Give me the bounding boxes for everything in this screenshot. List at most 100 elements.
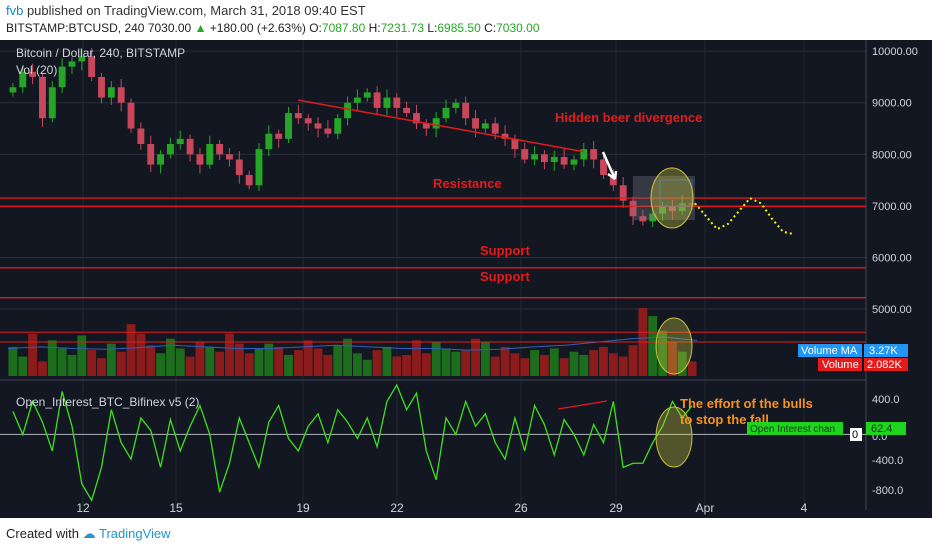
candle-body xyxy=(107,87,115,98)
volume-bar xyxy=(618,356,628,376)
price-tick-label: 5000.00 xyxy=(872,304,912,316)
candle-body xyxy=(531,154,539,160)
candle-body xyxy=(255,149,263,186)
volume-bar xyxy=(520,358,530,376)
last-price: 7030.00 xyxy=(147,21,192,35)
time-tick-label: 19 xyxy=(296,501,310,515)
candle-body xyxy=(472,118,479,129)
volume-bar xyxy=(87,350,97,376)
volume-bar xyxy=(540,354,549,376)
volume-bar xyxy=(343,338,353,376)
candle-body xyxy=(48,87,56,119)
hidden-divergence-label: Hidden beer divergence xyxy=(555,110,702,125)
range-rect xyxy=(659,179,693,207)
candle-body xyxy=(176,138,184,144)
candle-body xyxy=(29,71,37,77)
volume-value-bg xyxy=(864,358,908,371)
levels xyxy=(0,99,866,410)
candle-body xyxy=(678,203,686,212)
chart-area[interactable]: 10000.00 9000.00 8000.00 7000.00 6000.00 5000… xyxy=(0,40,932,518)
candle-body xyxy=(117,87,125,103)
volume-bar xyxy=(38,361,47,376)
arrow-down-icon xyxy=(601,151,618,181)
volume-bar xyxy=(559,358,569,376)
high-label: H: xyxy=(368,21,381,35)
volume-bar xyxy=(126,324,136,376)
tradingview-logo-icon[interactable]: ☁ xyxy=(82,526,96,541)
zero-badge-bg xyxy=(850,428,862,441)
volume-ma-line xyxy=(7,336,698,351)
volume-bar xyxy=(264,343,274,376)
candle-body xyxy=(659,205,666,214)
open-label: O: xyxy=(309,21,322,35)
volume-pane-label: Vol (20) xyxy=(16,63,57,77)
volume-bar xyxy=(333,345,343,376)
volume-bar xyxy=(156,353,165,376)
volume-bar xyxy=(530,350,540,376)
created-with-label: Created with xyxy=(6,526,79,541)
volume-bar xyxy=(421,353,431,376)
candle-body xyxy=(127,102,135,129)
price-tick-label: 9000.00 xyxy=(872,98,912,110)
candle-body xyxy=(334,118,342,134)
volume-bar xyxy=(97,358,106,376)
volume-ma-value-bg xyxy=(864,344,908,357)
chart-canvas[interactable]: 10000.00 9000.00 8000.00 7000.00 6000.00 5000… xyxy=(0,40,932,518)
candle-body xyxy=(668,205,676,212)
grid xyxy=(0,40,867,510)
volume-bar xyxy=(599,346,608,376)
candle-body xyxy=(245,174,253,186)
hidden-divergence-line xyxy=(298,99,584,153)
price-change: +180.00 (+2.63%) xyxy=(209,21,306,35)
volume-bar xyxy=(510,353,520,376)
ohlc-header: BITSTAMP:BTCUSD, 240 7030.00 ▲ +180.00 (… xyxy=(6,21,540,35)
zero-badge-value: 0 xyxy=(852,429,858,441)
forecast-path xyxy=(694,196,795,236)
candle-body xyxy=(304,118,312,124)
price-tick-label: 10000.00 xyxy=(872,46,918,58)
candle-body xyxy=(226,154,233,160)
candle-body xyxy=(353,97,361,103)
volume-bar xyxy=(47,340,57,376)
candle-body xyxy=(137,128,145,144)
volume-bar xyxy=(382,346,392,376)
candle-body xyxy=(314,123,322,129)
author-link[interactable]: fvb xyxy=(6,3,24,18)
publish-header: fvb published on TradingView.com, March … xyxy=(6,3,366,18)
volume-bar xyxy=(579,354,589,376)
highlight-ellipse-volume xyxy=(655,317,693,375)
oi-tick-label: -400.0 xyxy=(872,455,903,467)
volume-bar xyxy=(8,346,18,376)
price-tick-label: 8000.00 xyxy=(872,149,912,161)
candle-body xyxy=(422,123,430,129)
tradingview-brand[interactable]: TradingView xyxy=(99,526,171,541)
volume-bar xyxy=(225,333,234,376)
volume-bar xyxy=(402,354,412,376)
candle-body xyxy=(186,138,194,155)
volume-value: 2.082K xyxy=(867,359,903,371)
volume-bar xyxy=(293,350,303,376)
candle-body xyxy=(550,156,558,163)
time-tick-label: 29 xyxy=(609,501,623,515)
time-tick-label: 12 xyxy=(76,501,90,515)
bulls-annotation-line2: to stop the fall xyxy=(680,412,769,427)
pane-title: Bitcoin / Dollar, 240, BITSTAMP xyxy=(16,46,185,60)
bulls-annotation-line1: The effort of the bulls xyxy=(680,396,813,411)
oi-divergence-line xyxy=(557,400,608,410)
close-value: 7030.00 xyxy=(496,21,540,35)
volume-badge: Volume 2.082K xyxy=(818,358,908,371)
volume-bar xyxy=(451,351,461,376)
volume-bar xyxy=(165,338,175,376)
volume-bar xyxy=(205,346,215,376)
volume-bar xyxy=(362,359,372,376)
volume-bar xyxy=(500,346,510,376)
candle-body xyxy=(540,154,548,163)
candle-body xyxy=(19,71,27,88)
candle-body xyxy=(639,216,647,222)
candle-body xyxy=(432,118,440,129)
volume-bar xyxy=(28,333,38,376)
candle-body xyxy=(373,92,381,108)
volume-ma-label: Volume MA xyxy=(801,345,858,357)
consolidation-box xyxy=(633,176,695,220)
candle-body xyxy=(196,154,204,165)
